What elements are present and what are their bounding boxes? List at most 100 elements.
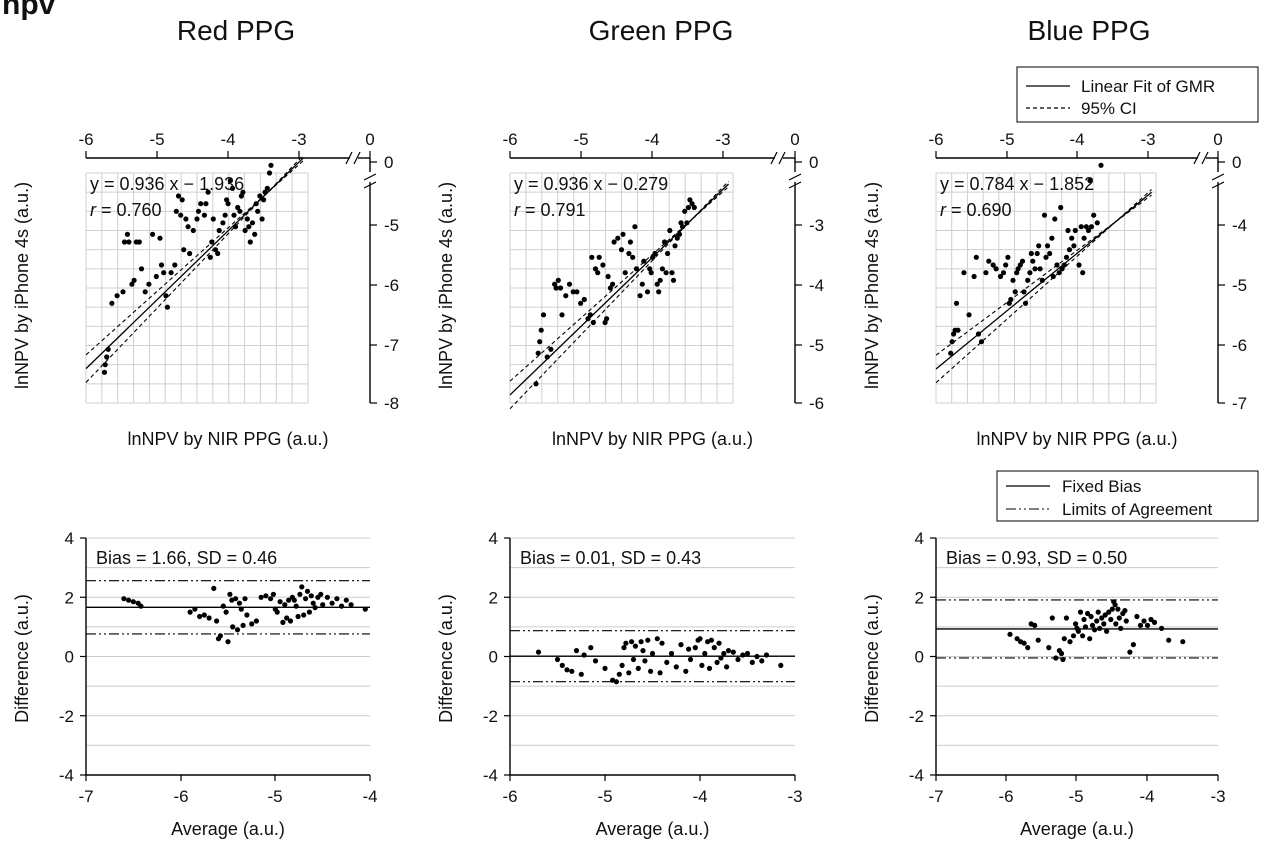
data-point [178, 212, 184, 218]
data-point [220, 603, 226, 609]
data-point [1025, 645, 1031, 651]
data-point [1122, 608, 1128, 614]
data-point [225, 639, 231, 645]
data-point [689, 201, 695, 207]
y-tick-label: -2 [909, 707, 924, 726]
data-point [645, 637, 651, 643]
data-point [633, 266, 640, 272]
data-point [257, 193, 263, 199]
data-point [1087, 178, 1093, 184]
data-point [997, 273, 1004, 280]
data-point [270, 591, 276, 597]
data-point [1180, 639, 1186, 645]
data-point [1080, 633, 1086, 639]
data-point [641, 258, 647, 264]
data-point [589, 254, 595, 260]
data-point [654, 636, 660, 642]
data-point [214, 618, 220, 624]
data-point [124, 231, 130, 237]
data-point [684, 220, 690, 226]
data-point [126, 239, 132, 245]
data-point [621, 645, 627, 651]
x-tick-label: -5 [597, 787, 612, 806]
data-point [1063, 615, 1069, 621]
bias-annotation: Bias = 1.66, SD = 0.46 [96, 548, 277, 568]
data-point [644, 289, 651, 295]
data-point [759, 658, 765, 664]
data-point [158, 262, 165, 268]
data-point [654, 281, 660, 287]
data-point [225, 201, 231, 207]
data-point [1076, 262, 1082, 268]
data-point [234, 627, 241, 633]
x-tick-label: -3 [787, 787, 802, 806]
ci-line [935, 189, 1152, 384]
data-point [1085, 610, 1091, 617]
data-point [1017, 262, 1023, 268]
regression-panel-2: Green PPG -6 -5 -4 -3 00 -3 -4 -5 -6 y = 0.936 x −… [436, 15, 824, 449]
data-point [102, 362, 108, 368]
data-point [253, 618, 259, 624]
data-point [197, 613, 203, 620]
y-tick-label: 4 [489, 529, 498, 548]
y-tick-label: -4 [59, 766, 74, 785]
data-point [1116, 615, 1122, 621]
data-point [175, 193, 182, 199]
data-point [227, 591, 233, 597]
data-point [627, 239, 634, 245]
y-tick-label: -4 [909, 766, 924, 785]
data-point [224, 197, 230, 203]
data-point [663, 270, 669, 276]
data-point [150, 231, 156, 237]
x-tick-label: -3 [1140, 130, 1155, 149]
data-point [203, 201, 209, 207]
data-point [120, 289, 126, 295]
x-tick-label: -6 [998, 787, 1013, 806]
data-point [650, 254, 656, 260]
axis-break-mark [345, 151, 361, 165]
data-point [274, 609, 280, 615]
data-point [649, 650, 656, 657]
data-point [230, 624, 236, 630]
data-point [1095, 609, 1101, 615]
data-point [308, 593, 314, 599]
data-point [1070, 633, 1077, 639]
data-point [286, 597, 292, 603]
data-point [229, 185, 236, 191]
data-point [697, 636, 703, 642]
data-point [138, 603, 144, 609]
y-tick-label: 0 [1232, 153, 1241, 172]
data-point [194, 216, 200, 222]
r-value: r = 0.760 [90, 200, 162, 220]
data-point [1101, 621, 1107, 627]
data-point [629, 639, 635, 645]
data-point [639, 281, 645, 287]
data-point [1014, 270, 1020, 276]
r-value: r = 0.690 [940, 200, 1012, 220]
data-point [1109, 606, 1115, 612]
data-point [1058, 650, 1065, 657]
y-tick-label: -4 [809, 276, 824, 295]
y-axis-label: lnNPV by iPhone 4s (a.u.) [862, 182, 882, 389]
data-point [1088, 613, 1094, 620]
data-point [611, 239, 617, 245]
data-point [711, 645, 717, 651]
x-tick-label: -6 [502, 787, 517, 806]
data-point [1094, 618, 1100, 624]
data-point [266, 170, 273, 176]
data-point [310, 600, 316, 606]
data-point [587, 312, 593, 318]
r-number: = 0.760 [96, 200, 162, 220]
data-point [622, 270, 628, 276]
data-point [1021, 289, 1027, 295]
y-tick-label: -2 [483, 707, 498, 726]
data-point [623, 640, 629, 646]
data-point [1058, 204, 1064, 211]
data-point [1069, 235, 1075, 241]
data-point [533, 381, 539, 387]
data-point [121, 239, 128, 245]
data-point [1148, 616, 1154, 623]
x-tick-label: -4 [220, 130, 235, 149]
data-point [268, 596, 274, 602]
